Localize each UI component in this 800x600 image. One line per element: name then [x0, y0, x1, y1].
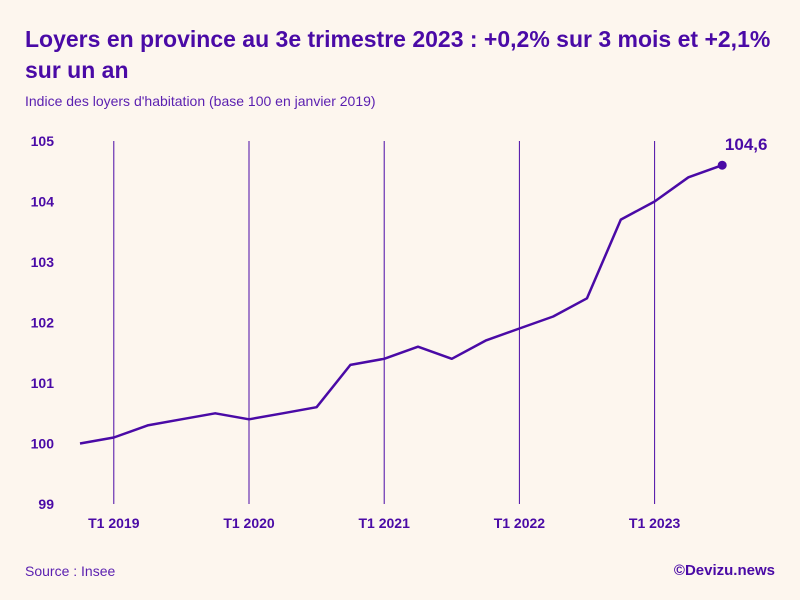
y-tick-label: 103 — [31, 254, 55, 270]
credit-logo: ©Devizu.news — [673, 562, 775, 579]
y-tick-label: 102 — [31, 315, 55, 331]
x-tick-label: T1 2020 — [223, 515, 275, 531]
y-tick-label: 105 — [31, 133, 55, 149]
series-line — [79, 164, 723, 445]
y-tick-label: 104 — [31, 194, 55, 210]
y-tick-label: 100 — [31, 436, 55, 452]
chart-subtitle: Indice des loyers d'habitation (base 100… — [25, 93, 376, 109]
x-tick-label: T1 2021 — [359, 515, 411, 531]
end-point-marker — [717, 160, 727, 170]
y-tick-label: 99 — [38, 496, 54, 512]
source-note: Source : Insee — [25, 563, 116, 579]
chart-title: Loyers en province au 3e trimestre 2023 … — [25, 26, 771, 83]
x-tick-label: T1 2023 — [629, 515, 681, 531]
end-value-label: 104,6 — [725, 135, 768, 154]
y-tick-label: 101 — [31, 375, 55, 391]
x-tick-label: T1 2022 — [494, 515, 546, 531]
x-tick-label: T1 2019 — [88, 515, 140, 531]
